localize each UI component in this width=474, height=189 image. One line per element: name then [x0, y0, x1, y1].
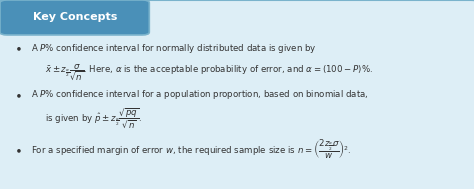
Text: $\bullet$: $\bullet$ — [14, 42, 22, 55]
Text: $\bullet$: $\bullet$ — [14, 143, 22, 156]
Text: For a specified margin of error $w$, the required sample size is $n = \left(\dfr: For a specified margin of error $w$, the… — [31, 138, 351, 161]
Text: A $P$% confidence interval for a population proportion, based on binomial data,: A $P$% confidence interval for a populat… — [31, 88, 368, 101]
Text: is given by $\hat{p} \pm z_{\frac{\alpha}{2}}\dfrac{\sqrt{pq}}{\sqrt{n}}$.: is given by $\hat{p} \pm z_{\frac{\alpha… — [45, 106, 142, 130]
Text: A $P$% confidence interval for normally distributed data is given by: A $P$% confidence interval for normally … — [31, 42, 317, 55]
Text: Key Concepts: Key Concepts — [33, 12, 117, 22]
Text: $\bar{x} \pm z_{\frac{\alpha}{2}}\dfrac{\sigma}{\sqrt{n}}$. Here, $\alpha$ is th: $\bar{x} \pm z_{\frac{\alpha}{2}}\dfrac{… — [45, 63, 373, 82]
FancyBboxPatch shape — [0, 0, 149, 35]
Text: $\bullet$: $\bullet$ — [14, 88, 22, 101]
